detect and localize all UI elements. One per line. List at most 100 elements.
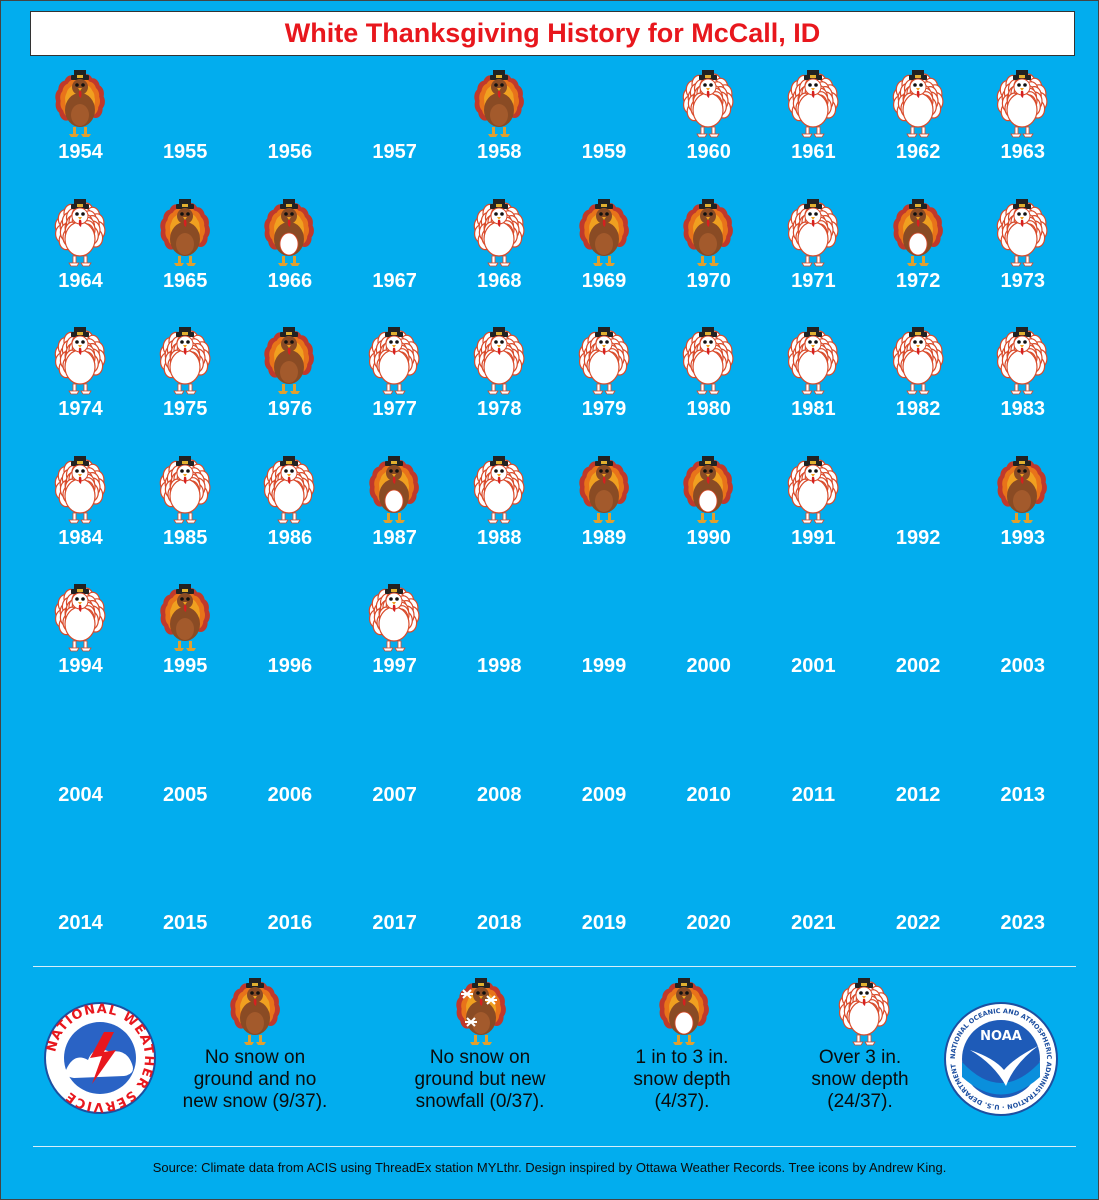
year-cell: 1977 (342, 327, 447, 455)
year-cell: 2007 (342, 713, 447, 841)
white-turkey-icon (680, 70, 736, 138)
white-turkey-icon (157, 327, 213, 395)
year-label: 2012 (895, 783, 941, 806)
year-label: 1961 (791, 141, 836, 163)
year-cell: 1969 (552, 198, 657, 327)
year-label: 2011 (791, 783, 836, 806)
year-cell: 2005 (133, 713, 238, 841)
year-label: 2010 (686, 783, 731, 806)
year-cell: 2003 (970, 584, 1075, 712)
year-cell: 2004 (28, 713, 133, 841)
white-turkey-icon (471, 455, 527, 524)
year-label: 1982 (895, 398, 941, 420)
year-cell: 2014 (28, 841, 133, 969)
year-label: 1965 (162, 269, 208, 292)
white-turkey-icon (680, 327, 736, 395)
white-turkey-icon (52, 455, 108, 524)
half-white-turkey-icon (261, 198, 317, 267)
year-cell: 1975 (133, 327, 238, 455)
year-label: 1995 (162, 655, 208, 677)
year-label: 2018 (477, 912, 522, 934)
year-cell: 1983 (970, 327, 1075, 455)
year-label: 2021 (791, 912, 836, 934)
year-label: 1955 (162, 141, 208, 163)
year-label: 1999 (581, 655, 627, 677)
year-label: 1962 (895, 141, 941, 163)
year-cell: 2011 (761, 713, 866, 841)
year-cell: 2012 (866, 713, 971, 841)
brown-turkey-icon (52, 70, 108, 138)
brown-turkey-icon (227, 978, 283, 1046)
source-note: Source: Climate data from ACIS using Thr… (152, 1160, 947, 1175)
white-turkey-icon (890, 327, 946, 395)
year-cell: 1958 (447, 70, 552, 198)
year-cell: 1988 (447, 455, 552, 584)
year-cell: 1998 (447, 584, 552, 712)
year-cell: 1954 (28, 70, 133, 198)
year-cell: 1997 (342, 584, 447, 712)
year-label: 2019 (581, 912, 627, 934)
legend-label: No snow on ground and no new snow (9/37)… (182, 1047, 328, 1112)
noaa-logo-icon: NOAA NATIONAL OCEANIC AND ATMOSPHERIC AD… (944, 1002, 1058, 1116)
year-label: 2009 (581, 783, 627, 806)
year-label: 1956 (267, 141, 313, 163)
year-label: 1979 (581, 398, 627, 420)
year-label: 1968 (477, 269, 522, 292)
year-cell: 2000 (656, 584, 761, 712)
year-cell: 1978 (447, 327, 552, 455)
white-turkey-icon (994, 198, 1050, 267)
white-turkey-icon (157, 455, 213, 524)
year-cell: 1957 (342, 70, 447, 198)
white-turkey-icon (52, 584, 108, 652)
year-cell: 1994 (28, 584, 133, 712)
year-cell: 1995 (133, 584, 238, 712)
white-turkey-icon (994, 70, 1050, 138)
year-cell: 2010 (656, 713, 761, 841)
year-label: 1959 (581, 141, 627, 163)
year-label: 1988 (477, 526, 522, 549)
half-white-turkey-icon (680, 455, 736, 524)
year-label: 2015 (162, 912, 208, 934)
noaa-logo-text: NOAA (980, 1029, 1022, 1044)
year-cell: 1999 (552, 584, 657, 712)
year-label: 1964 (58, 269, 103, 292)
year-cell: 2017 (342, 841, 447, 969)
year-cell: 1967 (342, 199, 447, 327)
year-label: 1954 (58, 141, 103, 163)
year-label: 2006 (267, 783, 313, 806)
year-cell: 2006 (237, 713, 342, 841)
year-cell: 1965 (133, 198, 238, 327)
year-label: 2005 (162, 783, 208, 806)
year-label: 1971 (791, 269, 836, 292)
year-cell: 1959 (552, 70, 657, 198)
year-label: 1993 (1000, 526, 1046, 549)
year-label: 2007 (372, 783, 417, 806)
year-cell: 2008 (447, 713, 552, 841)
year-label: 1984 (58, 526, 103, 549)
year-cell: 2022 (866, 841, 971, 969)
title-box: White Thanksgiving History for McCall, I… (30, 11, 1075, 56)
year-label: 1976 (267, 398, 313, 420)
year-cell: 1968 (447, 198, 552, 327)
year-cell: 1979 (552, 327, 657, 455)
year-cell: 2015 (133, 841, 238, 969)
year-cell: 2016 (237, 841, 342, 969)
year-label: 1973 (1000, 269, 1046, 292)
snowflake-turkey-icon (453, 978, 509, 1046)
year-label: 2008 (477, 783, 522, 806)
year-cell: 1984 (28, 455, 133, 584)
year-label: 1977 (372, 398, 417, 420)
brown-turkey-icon (576, 455, 632, 524)
year-cell: 2013 (970, 713, 1075, 841)
year-label: 1970 (686, 269, 731, 292)
page-title: White Thanksgiving History for McCall, I… (284, 18, 821, 48)
year-cell: 1986 (237, 455, 342, 584)
half-white-turkey-icon (366, 455, 422, 524)
year-cell: 1972 (866, 198, 971, 327)
year-cell: 2009 (552, 713, 657, 841)
year-label: 1967 (372, 269, 417, 292)
year-label: 1986 (267, 526, 313, 549)
year-label: 1958 (477, 141, 522, 163)
white-turkey-icon (785, 70, 841, 138)
year-cell: 1992 (866, 456, 971, 584)
